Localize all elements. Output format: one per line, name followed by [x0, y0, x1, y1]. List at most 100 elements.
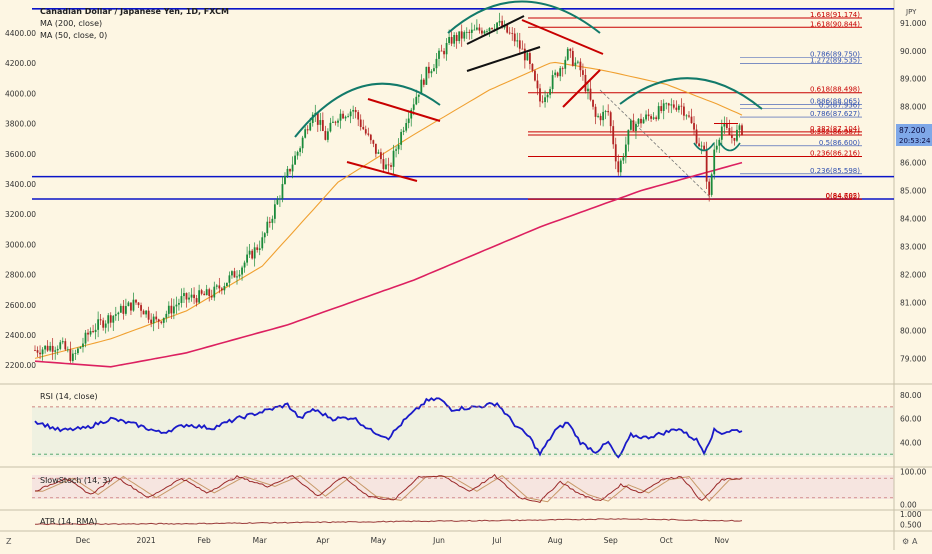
candle-body [624, 144, 627, 158]
trend-line [562, 69, 601, 108]
right-axis-label: 90.000 [900, 47, 926, 56]
right-axis-label: 91.000 [900, 19, 926, 28]
candle-body [150, 319, 153, 324]
auto-scale-button[interactable]: A [912, 537, 918, 546]
candle-body [324, 130, 327, 140]
candle-body [183, 293, 185, 297]
candle-body [551, 75, 554, 90]
candle-body [271, 218, 274, 223]
candle-body [705, 149, 708, 182]
candle-body [470, 29, 473, 33]
candle-body [614, 144, 617, 162]
candle-body [665, 103, 668, 105]
candle-body [327, 131, 329, 140]
candle-body [342, 113, 344, 119]
candle-body [415, 96, 418, 105]
left-axis-label: 3000.00 [5, 240, 36, 249]
candle-body [296, 151, 299, 156]
candle-body [198, 290, 201, 303]
fib-label: 0.5(86.600) [819, 139, 860, 147]
fib-label: 1.618(91.174) [810, 11, 860, 19]
candle-body [49, 345, 52, 351]
candle-body [453, 34, 456, 44]
candle-body [279, 198, 281, 200]
candle-body [539, 88, 541, 102]
candle-body [74, 353, 77, 354]
candle-body [627, 129, 630, 145]
settings-icon[interactable]: ⚙ [902, 537, 909, 546]
candle-body [710, 174, 713, 195]
rsi-line-tick: 60.00 [900, 415, 922, 424]
candle-body [195, 298, 198, 303]
candle-body [695, 129, 698, 144]
stoch-k-line-tick: 0.00 [900, 500, 917, 509]
candle-body [604, 110, 607, 112]
candle-body [435, 58, 438, 69]
zoom-icon[interactable]: Z [6, 537, 12, 546]
candle-body [422, 79, 425, 85]
fib-label: 1.272(89.535) [810, 56, 860, 64]
trend-line [521, 19, 604, 55]
candle-body [135, 299, 137, 303]
pattern-arc [693, 142, 715, 152]
candle-body [642, 119, 645, 124]
right-axis-label: 81.000 [900, 298, 926, 307]
candle-body [617, 161, 620, 173]
candle-body [82, 343, 84, 348]
candle-body [392, 150, 395, 167]
candle-body [152, 316, 155, 324]
candle-body [142, 310, 145, 315]
ma200-line [34, 161, 743, 368]
fib-label: 0.618(88.498) [810, 86, 860, 94]
candle-body [501, 20, 504, 28]
candle-body [357, 112, 360, 120]
rsi-line-tick: 40.00 [900, 438, 922, 447]
candle-body [443, 50, 445, 55]
candle-body [445, 43, 448, 55]
candle-body [690, 116, 693, 124]
atr-label: ATR (14, RMA) [40, 517, 97, 526]
candle-body [587, 88, 589, 92]
candle-body [450, 37, 453, 44]
candle-body [205, 289, 208, 296]
candle-body [733, 137, 736, 141]
candle-body [231, 271, 233, 276]
candle-body [167, 305, 170, 314]
candle-body [175, 304, 178, 307]
candle-body [407, 118, 410, 124]
candle-body [511, 33, 514, 34]
candle-body [566, 48, 569, 60]
candle-body [51, 345, 54, 352]
candle-body [420, 79, 423, 95]
candle-body [364, 129, 367, 134]
candle-body [700, 145, 703, 147]
candle-body [531, 63, 534, 71]
fib-label: 0.382(86.987) [810, 128, 860, 136]
candle-body [380, 152, 382, 160]
candle-body [294, 155, 296, 165]
candle-body [672, 104, 675, 108]
candle-body [208, 289, 211, 296]
candle-body [460, 31, 463, 39]
candle-body [698, 143, 700, 147]
candle-body [132, 299, 135, 311]
candle-body [180, 296, 183, 303]
candle-body [354, 109, 357, 113]
candle-body [119, 305, 122, 313]
trend-line [346, 161, 418, 182]
candle-body [125, 306, 127, 314]
candle-body [675, 107, 678, 110]
candle-body [92, 331, 94, 333]
candle-body [253, 247, 256, 259]
candle-body [79, 347, 82, 349]
candle-body [521, 48, 524, 50]
candle-body [104, 323, 107, 328]
candle-body [64, 341, 67, 350]
pattern-arc [447, 0, 601, 34]
candle-body [440, 50, 443, 52]
candle-body [478, 27, 481, 31]
candle-body [670, 104, 673, 106]
candle-body [589, 88, 592, 100]
candle-body [554, 72, 557, 76]
candle-body [367, 133, 370, 135]
